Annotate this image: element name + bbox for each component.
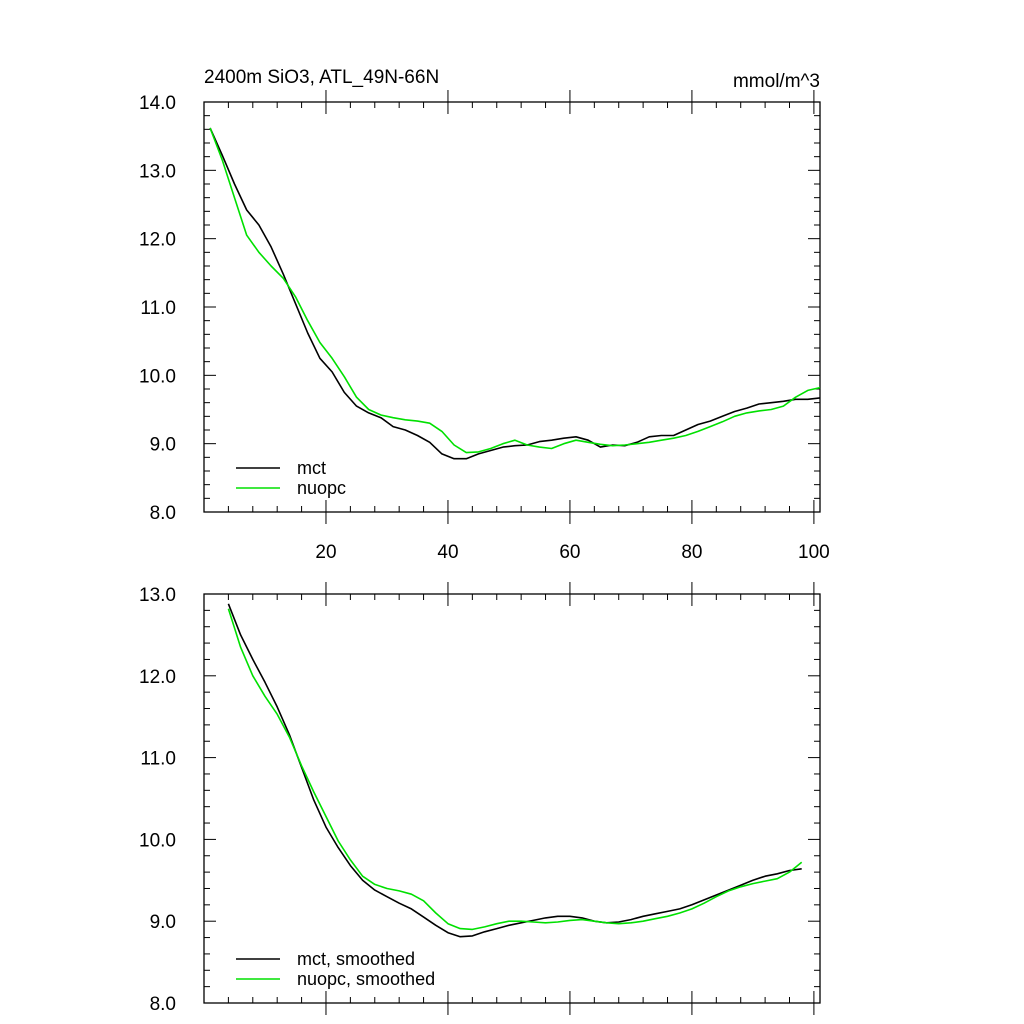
y-tick-label: 9.0 xyxy=(150,435,176,456)
y-tick-label: 11.0 xyxy=(140,298,176,319)
series-line-nuopc-smoothed xyxy=(227,608,803,931)
series-line-nuopc xyxy=(209,127,821,454)
y-tick-label: 10.0 xyxy=(139,830,176,851)
x-tick-label: 20 xyxy=(315,542,336,563)
y-tick-label: 10.0 xyxy=(139,366,176,387)
series-line-mct-smoothed xyxy=(227,603,802,938)
y-tick-label: 12.0 xyxy=(139,667,176,688)
units-label: mmol/m^3 xyxy=(733,71,820,92)
y-tick-label: 9.0 xyxy=(150,912,176,933)
legend-label: mct, smoothed xyxy=(297,949,415,969)
y-tick-label: 13.0 xyxy=(139,161,176,182)
x-tick-label: 60 xyxy=(559,542,580,563)
y-tick-label: 11.0 xyxy=(140,749,176,770)
y-tick-label: 8.0 xyxy=(150,503,176,524)
chart-title: 2400m SiO3, ATL_49N-66N xyxy=(204,67,439,88)
x-tick-label: 40 xyxy=(437,542,458,563)
x-tick-label: 100 xyxy=(798,542,830,563)
legend-label: mct xyxy=(297,458,326,478)
plot-frame xyxy=(203,593,821,1004)
chart-panel-top: 2400m SiO3, ATL_49N-66N mmol/m^3 8.0 9.0 1… xyxy=(139,67,830,563)
y-tick-label: 8.0 xyxy=(150,994,176,1015)
legend-label: nuopc xyxy=(297,478,346,498)
y-tick-label: 13.0 xyxy=(139,585,176,606)
x-tick-label: 80 xyxy=(681,542,702,563)
legend-label: nuopc, smoothed xyxy=(297,969,435,989)
chart-panel-bottom: 8.0 9.0 10.0 11.0 12.0 13.0 mct, smoothednuopc… xyxy=(139,582,821,1015)
series-line-mct xyxy=(209,127,821,460)
y-tick-label: 12.0 xyxy=(139,230,176,251)
y-tick-label: 14.0 xyxy=(139,93,176,114)
